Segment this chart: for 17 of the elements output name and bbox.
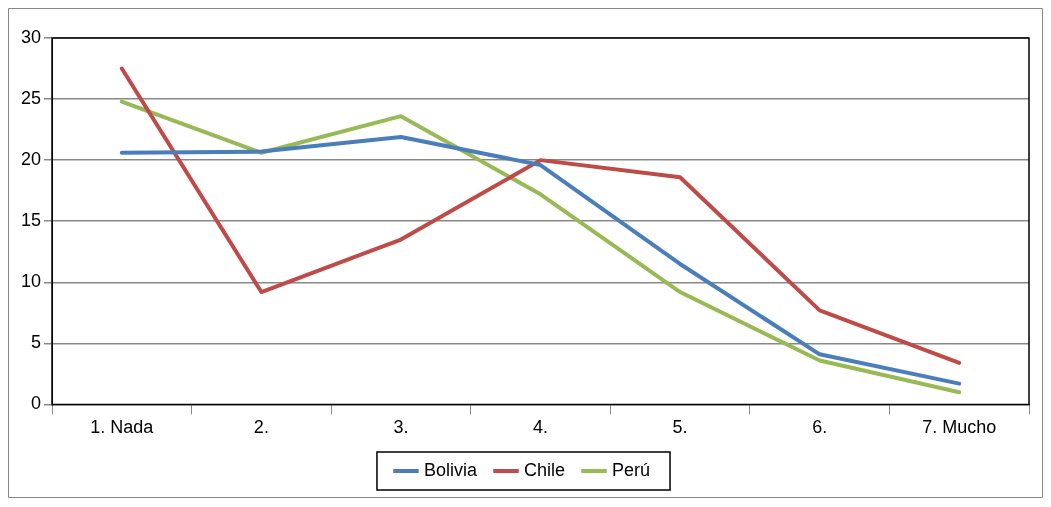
y-tick-label: 5	[31, 332, 42, 353]
y-tick-label: 20	[20, 149, 42, 170]
y-tick-label: 10	[20, 271, 42, 292]
y-tick-label: 25	[20, 88, 42, 109]
y-tick-label: 15	[20, 210, 42, 231]
x-tick-label: 5.	[672, 417, 688, 438]
legend-label: Perú	[612, 459, 651, 480]
x-tick-label: 1. Nada	[90, 417, 155, 438]
x-tick-label: 4.	[533, 417, 549, 438]
y-tick-label: 0	[31, 393, 42, 414]
y-tick-label: 30	[20, 26, 42, 47]
x-tick-label: 2.	[253, 417, 269, 438]
legend-label: Chile	[523, 459, 566, 480]
x-tick-label: 3.	[393, 417, 409, 438]
legend-label: Bolivia	[423, 459, 478, 480]
x-tick-label: 7. Mucho	[922, 417, 997, 438]
x-tick-label: 6.	[812, 417, 828, 438]
